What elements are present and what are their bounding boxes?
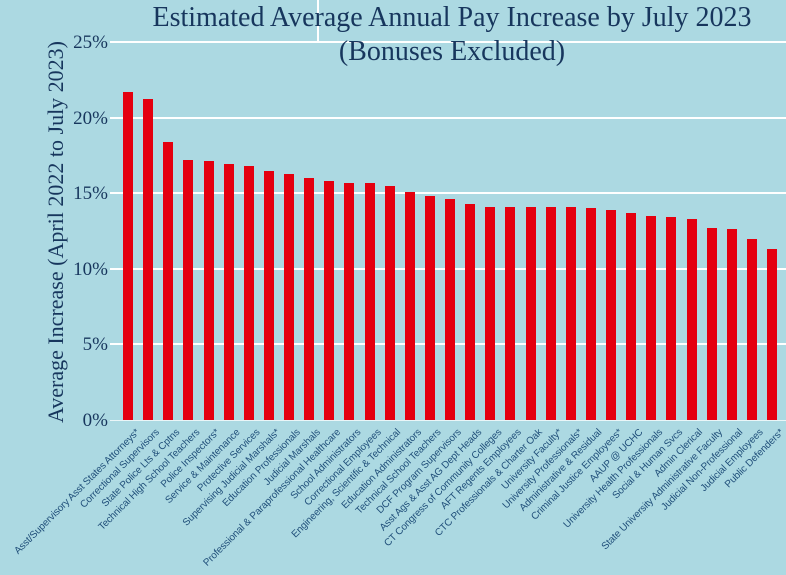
bar bbox=[746, 238, 757, 420]
bar bbox=[424, 196, 435, 420]
bar bbox=[646, 215, 657, 420]
bar bbox=[726, 229, 737, 420]
bar bbox=[223, 164, 234, 420]
bar bbox=[344, 182, 355, 420]
bar bbox=[203, 161, 214, 420]
bar bbox=[666, 217, 677, 420]
gridline bbox=[110, 192, 786, 195]
bar bbox=[706, 227, 717, 420]
y-tick-label: 15% bbox=[73, 183, 108, 205]
bar bbox=[284, 173, 294, 420]
y-tick-label: 10% bbox=[73, 258, 108, 280]
bar bbox=[263, 170, 274, 420]
bar bbox=[505, 206, 516, 420]
x-axis-line bbox=[110, 420, 786, 421]
bar bbox=[183, 159, 194, 420]
bar bbox=[485, 206, 496, 420]
bar bbox=[324, 181, 335, 420]
bar bbox=[384, 185, 395, 420]
bar bbox=[465, 203, 476, 420]
y-tick-label: 5% bbox=[82, 334, 108, 356]
y-axis-title: Average Increase (April 2022 to July 202… bbox=[43, 40, 68, 424]
chart-title-line-1: Estimated Average Annual Pay Increase by… bbox=[152, 2, 752, 33]
bar bbox=[585, 208, 596, 420]
gridline bbox=[110, 116, 786, 119]
gridline bbox=[110, 41, 786, 43]
y-tick-label: 25% bbox=[73, 32, 108, 53]
bar bbox=[143, 99, 154, 420]
bar bbox=[304, 178, 315, 420]
bar bbox=[445, 199, 455, 420]
bar bbox=[565, 206, 576, 420]
bar bbox=[163, 141, 174, 420]
chart-title-line-2: (Bonuses Excluded) bbox=[338, 36, 566, 67]
bar bbox=[404, 191, 415, 420]
vertical-line-artifact bbox=[317, 0, 319, 43]
bar bbox=[626, 212, 637, 420]
bar bbox=[767, 249, 777, 420]
chart-title: Estimated Average Annual Pay Increase by… bbox=[118, 1, 786, 69]
y-tick-label: 0% bbox=[82, 410, 108, 431]
bar bbox=[545, 206, 556, 420]
bar bbox=[123, 91, 133, 420]
y-tick-label: 20% bbox=[73, 107, 108, 129]
bar bbox=[525, 206, 536, 420]
bar bbox=[243, 165, 254, 420]
bar bbox=[606, 209, 616, 420]
bar bbox=[364, 182, 375, 420]
bar bbox=[686, 218, 697, 420]
